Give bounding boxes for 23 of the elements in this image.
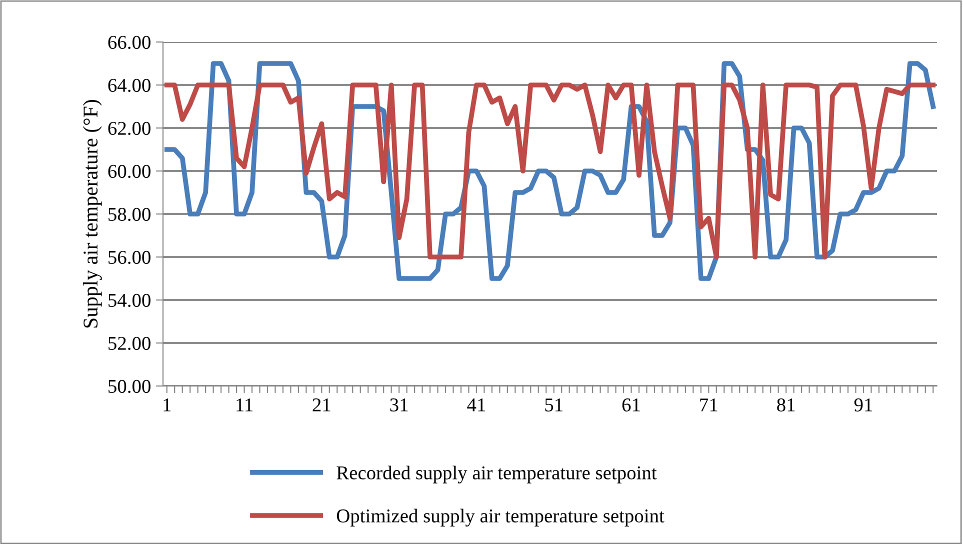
x-tick-label: 91	[854, 398, 872, 412]
legend-label: Optimized supply air temperature setpoint	[336, 508, 664, 526]
y-tick-label: 56.00	[108, 250, 150, 264]
x-tick-label: 81	[777, 398, 795, 412]
y-tick-label: 62.00	[108, 122, 150, 136]
y-tick-label: 58.00	[108, 208, 150, 222]
y-tick-label: 66.00	[108, 36, 150, 50]
y-tick-label: 54.00	[108, 294, 150, 308]
x-tick-label: 41	[467, 398, 486, 412]
y-tick-label: 50.00	[108, 380, 150, 394]
x-tick-label: 1	[164, 398, 171, 412]
y-tick-label: 52.00	[108, 336, 150, 350]
y-axis-title: Supply air temperature (°F)	[82, 100, 102, 328]
x-tick-label: 51	[545, 398, 562, 412]
legend-label: Recorded supply air temperature setpoint	[336, 466, 657, 484]
x-tick-label: 31	[390, 398, 408, 412]
y-tick-label: 64.00	[108, 78, 150, 92]
line-series	[164, 82, 936, 260]
x-tick-label: 21	[312, 398, 330, 412]
x-tick-label: 11	[236, 398, 252, 412]
x-tick-label: 71	[700, 398, 718, 412]
y-tick-label: 60.00	[108, 164, 150, 178]
x-tick-label: 61	[622, 398, 640, 412]
